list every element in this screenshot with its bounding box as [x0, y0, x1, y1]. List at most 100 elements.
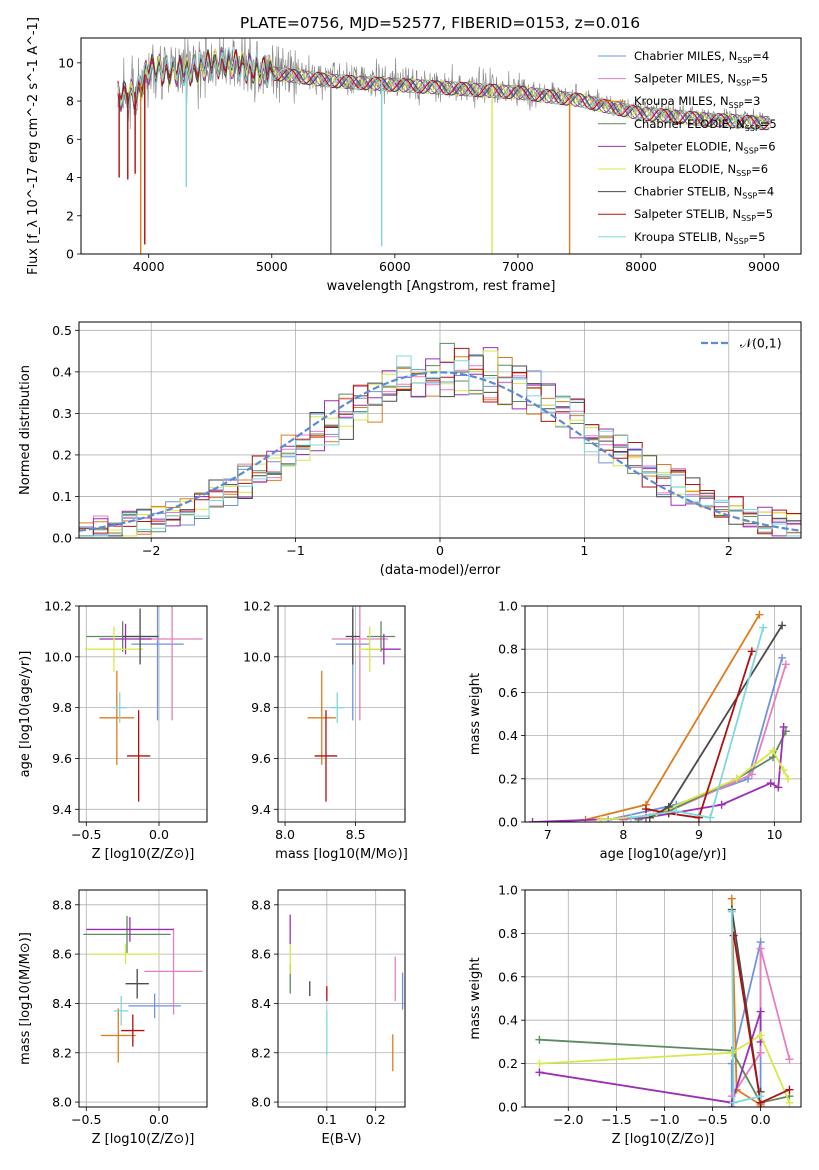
x-tick-label: −2 [142, 543, 160, 558]
series-point-marker [641, 805, 650, 814]
y-tick-label: 0 [66, 247, 74, 262]
model-spectrum-line [117, 49, 770, 131]
y-tick-label: 10.2 [44, 599, 72, 614]
series-point-marker [778, 621, 787, 630]
axes-frame [78, 321, 802, 539]
series-point-marker [706, 813, 715, 822]
plot-area [528, 610, 793, 822]
x-axis-label: Z [log10(Z/Z⊙)] [92, 847, 195, 862]
panel-weight_vs_Z: −2.0 −1.5 −1.0 −0.5 0.0 0.0 0.2 0.4 0.6 0.8 1.0 Z [… [468, 883, 802, 1147]
y-tick-label: 0.5 [52, 323, 72, 338]
x-tick-label: 8000 [625, 259, 657, 274]
x-axis-label: age [log10(age/yr)] [600, 847, 727, 862]
plot-area [79, 342, 801, 537]
series-line [539, 1038, 790, 1104]
y-tick-label: 0.8 [498, 642, 518, 657]
series-point-marker [756, 1031, 765, 1040]
y-tick-label: 9.6 [52, 751, 72, 766]
y-axis-label: age [log10(age/yr)] [18, 651, 33, 778]
x-tick-label: 8.5 [346, 827, 366, 842]
model-spectrum-line [117, 49, 770, 131]
series-point-marker [784, 774, 793, 783]
residual-histogram-line [79, 347, 801, 537]
series-point-marker [774, 783, 783, 792]
y-tick-label: 8.6 [251, 947, 271, 962]
y-tick-label: 8.8 [251, 897, 271, 912]
x-tick-label: −1.0 [649, 1112, 679, 1127]
series-point-marker [756, 1092, 765, 1101]
series-point-marker [727, 907, 736, 916]
series-point-marker [626, 813, 635, 822]
y-tick-label: 0.3 [52, 406, 72, 421]
y-tick-label: 8.0 [52, 1095, 72, 1110]
series-point-marker [727, 1059, 736, 1068]
panel-mass_vs_EBV: 0.1 0.2 8.0 8.2 8.4 8.6 8.8 E(B-V) [251, 889, 406, 1147]
x-axis-label: mass [log10(M/M⊙)] [275, 847, 408, 862]
x-tick-label: 10 [767, 827, 783, 842]
y-axis-label: mass weight [468, 957, 483, 1039]
series-point-marker [785, 1098, 794, 1107]
x-tick-label: 0.1 [317, 1112, 337, 1127]
y-tick-label: 8.0 [251, 1095, 271, 1110]
series-point-marker [535, 1059, 544, 1068]
axes-frame [277, 889, 406, 1108]
y-tick-label: 9.8 [251, 700, 271, 715]
plot-area [289, 914, 404, 1072]
series-point-marker [729, 1098, 738, 1107]
x-tick-label: −0.5 [71, 827, 101, 842]
series-point-marker [729, 931, 738, 940]
x-tick-label: −1 [286, 543, 304, 558]
series-point-marker [535, 1035, 544, 1044]
y-tick-label: 0.1 [52, 489, 72, 504]
y-tick-label: 8.2 [52, 1045, 72, 1060]
series-point-marker [528, 818, 537, 822]
y-tick-label: 1.0 [498, 599, 518, 614]
series-point-marker [756, 944, 765, 953]
y-tick-label: 10.0 [44, 649, 72, 664]
y-tick-label: 9.4 [52, 802, 72, 817]
series-point-marker [779, 766, 788, 775]
residual-histogram-line [79, 355, 801, 537]
legend-label: Kroupa MILES, NSSP=3 [634, 94, 760, 110]
residual-histogram-line [79, 355, 801, 537]
legend-label: Salpeter STELIB, NSSP=5 [634, 207, 773, 223]
legend-label: 𝒩(0,1) [740, 336, 782, 351]
y-tick-label: 9.6 [251, 751, 271, 766]
series-point-marker [785, 1055, 794, 1064]
x-tick-label: 1 [580, 543, 588, 558]
x-axis-label: wavelength [Angstrom, rest frame] [327, 279, 556, 294]
series-point-marker [766, 779, 775, 788]
legend-label: Chabrier ELODIE, NSSP=5 [634, 117, 777, 133]
x-axis-label: Z [log10(Z/Z⊙)] [612, 1132, 715, 1147]
y-axis-label: mass weight [468, 673, 483, 755]
series-point-marker [717, 800, 726, 809]
y-tick-label: 0.6 [498, 969, 518, 984]
series-point-marker [732, 774, 741, 783]
x-tick-label: −0.5 [697, 1112, 727, 1127]
series-point-marker [727, 1048, 736, 1057]
x-tick-label: 8.0 [275, 827, 295, 842]
series-point-marker [596, 815, 605, 822]
panel-age_vs_Z: −0.5 0.0 9.4 9.6 9.8 10.0 10.2 Z [log10(Z/Z⊙)] a… [18, 599, 208, 862]
axes-frame [524, 605, 802, 823]
y-tick-label: 8.4 [251, 996, 271, 1011]
series-point-marker [778, 653, 787, 662]
plot-area [83, 915, 203, 1063]
x-tick-label: 0.0 [751, 1112, 771, 1127]
y-tick-label: 8.6 [52, 947, 72, 962]
series-line [630, 627, 765, 819]
y-tick-label: 8.2 [251, 1045, 271, 1060]
x-tick-label: 0 [436, 543, 444, 558]
x-axis-label: E(B-V) [321, 1132, 361, 1147]
x-tick-label: 5000 [256, 259, 288, 274]
y-tick-label: 0.2 [498, 1056, 518, 1071]
axes-frame [80, 37, 802, 255]
y-tick-label: 0.0 [498, 1100, 518, 1115]
series-point-marker [755, 610, 764, 619]
series-point-marker [759, 623, 768, 632]
legend-label: Chabrier MILES, NSSP=4 [634, 49, 769, 65]
series-point-marker [779, 722, 788, 731]
series-point-marker [672, 807, 681, 816]
panel-residuals: −2 −1 0 1 2 0.0 0.1 0.2 0.3 0.4 0.5 (data-model)/er… [18, 321, 802, 578]
